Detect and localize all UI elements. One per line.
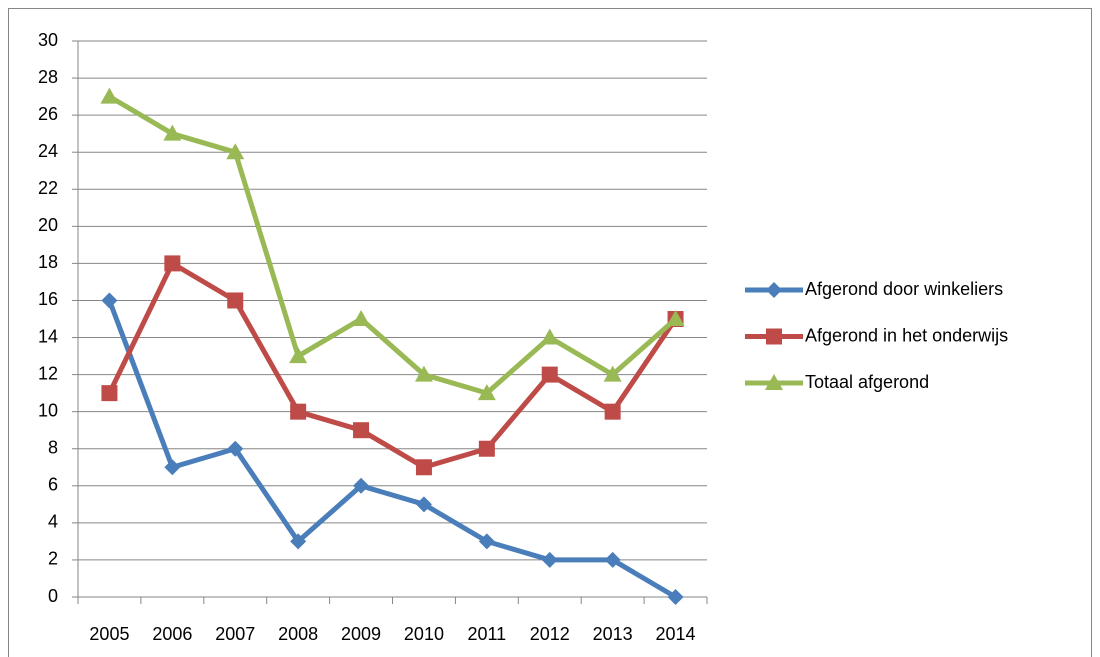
y-tick-label: 28 [38,67,58,87]
legend-marker [766,282,782,298]
data-point [290,403,307,420]
data-point [290,533,307,550]
data-point [353,422,370,439]
y-tick-label: 24 [38,141,58,161]
y-tick-label: 16 [38,289,58,309]
data-point [289,347,308,364]
data-point [603,365,622,382]
legend-marker [765,374,783,390]
y-tick-label: 22 [38,178,58,198]
legend-label: Afgerond in het onderwijs [805,325,1008,345]
legend-marker [766,328,782,345]
x-tick-label: 2011 [467,624,506,644]
data-point [353,477,370,494]
x-tick-label: 2013 [593,624,633,644]
y-tick-label: 18 [38,252,58,272]
series-line [108,94,678,396]
x-tick-label: 2005 [89,624,129,644]
series-line [107,299,677,600]
chart-border [8,8,1092,657]
data-point [227,292,244,309]
y-tick-label: 0 [48,586,58,606]
data-point [226,143,245,160]
data-point [604,403,621,420]
x-tick-label: 2012 [530,624,570,644]
data-point [541,551,558,568]
y-tick-label: 2 [48,549,58,569]
y-tick-label: 6 [48,475,58,495]
data-point [541,366,558,383]
y-tick-label: 26 [38,104,58,124]
data-point [667,589,684,605]
data-point [666,310,685,326]
x-tick-label: 2008 [278,624,318,644]
legend-label: Totaal afgerond [805,372,929,392]
x-tick-label: 2006 [152,624,192,644]
data-point [478,440,495,457]
y-tick-label: 10 [38,400,58,420]
x-tick-label: 2007 [215,624,255,644]
data-point [227,440,244,457]
legend-label: Afgerond door winkeliers [805,279,1003,299]
data-point [540,328,559,345]
y-tick-label: 4 [48,512,58,532]
data-point [164,459,181,476]
data-point [163,124,182,141]
data-point [415,496,432,513]
data-point [100,87,119,104]
data-point [101,385,118,402]
x-tick-label: 2009 [341,624,381,644]
data-point [164,255,181,272]
data-point [604,551,621,568]
y-tick-label: 30 [38,30,58,50]
data-point [477,384,496,401]
x-tick-label: 2014 [656,624,696,644]
y-tick-label: 20 [38,215,58,235]
data-point [414,365,433,382]
series-line [107,260,678,470]
data-point [415,459,432,476]
y-tick-label: 12 [38,363,58,383]
y-tick-label: 14 [38,326,58,346]
y-tick-label: 8 [48,437,58,457]
x-tick-label: 2010 [404,624,444,644]
data-point [478,533,495,550]
data-point [101,292,118,309]
data-point [352,310,371,326]
